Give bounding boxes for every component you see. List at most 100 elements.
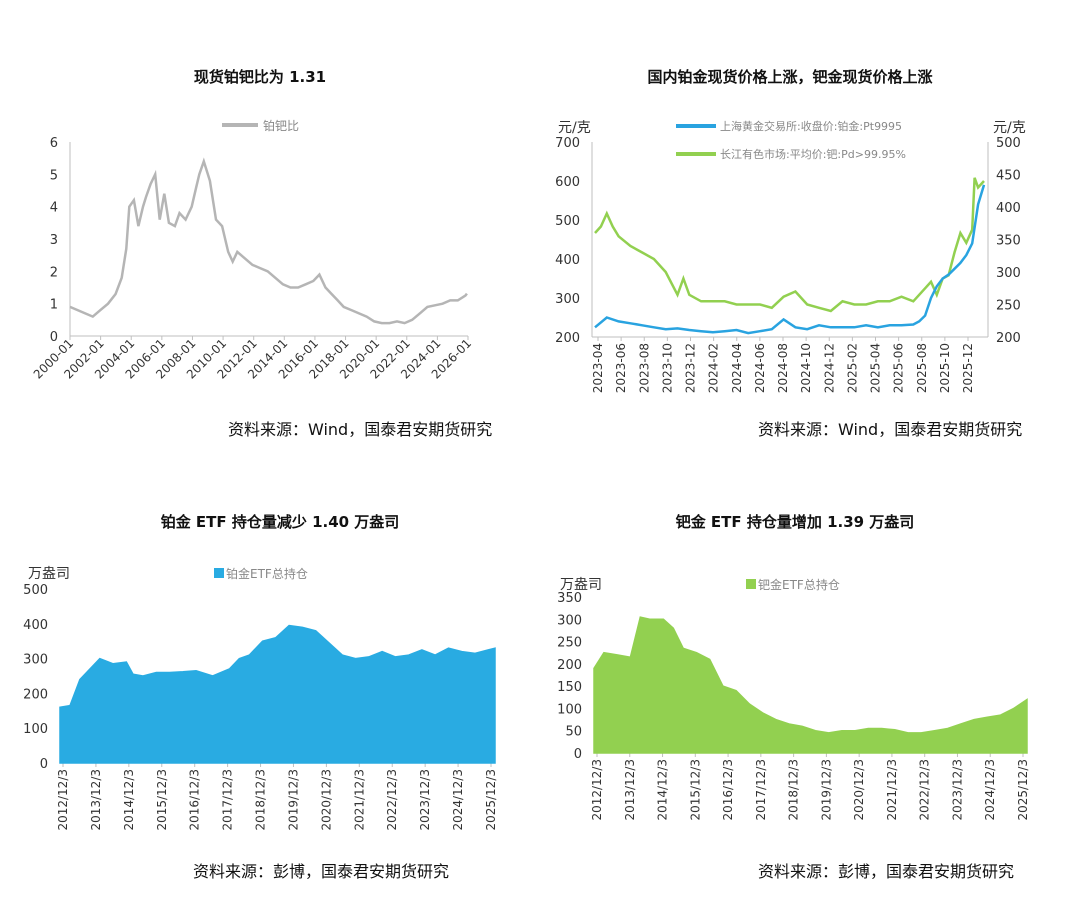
y-right-tick-label: 450 bbox=[996, 169, 1021, 184]
y-tick-label: 250 bbox=[557, 636, 582, 651]
legend-label-palladium: 长江有色市场:平均价:钯:Pd>99.95% bbox=[720, 147, 906, 161]
y-tick-label: 200 bbox=[23, 687, 48, 702]
x-tick-label: 2023/12/3 bbox=[418, 769, 432, 831]
y-tick-label: 300 bbox=[557, 613, 582, 628]
x-tick-label: 2015/12/3 bbox=[155, 769, 169, 831]
x-tick-label: 2017/12/3 bbox=[754, 759, 768, 821]
y-tick-label: 150 bbox=[557, 680, 582, 695]
x-tick-label: 2023-04 bbox=[591, 343, 605, 393]
x-tick-label: 2016/12/3 bbox=[188, 769, 202, 831]
y-tick-label: 50 bbox=[565, 725, 582, 740]
y-tick-label: 100 bbox=[557, 702, 582, 717]
legend-label: 铂金ETF总持仓 bbox=[226, 566, 308, 581]
y-tick-label: 1 bbox=[50, 298, 58, 313]
chart-2-title: 国内铂金现货价格上涨，钯金现货价格上涨 bbox=[647, 68, 933, 86]
x-tick-label: 2023-08 bbox=[637, 343, 651, 393]
x-tick-label: 2025-08 bbox=[915, 343, 929, 393]
x-tick-label: 2024-12 bbox=[822, 343, 836, 393]
x-tick-label: 2013/12/3 bbox=[89, 769, 103, 831]
x-tick-label: 2020/12/3 bbox=[319, 769, 333, 831]
x-tick-label: 2025-02 bbox=[845, 343, 859, 393]
x-tick-label: 2018/12/3 bbox=[254, 769, 268, 831]
y-right-tick-label: 350 bbox=[996, 234, 1021, 249]
series-line-ratio bbox=[69, 157, 468, 325]
x-tick-label: 2024-04 bbox=[730, 343, 744, 393]
chart-3-title: 铂金 ETF 持仓量减少 1.40 万盎司 bbox=[160, 513, 400, 531]
x-tick-label: 2025-04 bbox=[869, 343, 883, 393]
chart-1-ratio: 01234562000-012002-012004-012006-012008-… bbox=[31, 118, 474, 382]
chart-4-source: 资料来源：彭博，国泰君安期货研究 bbox=[758, 862, 1015, 881]
x-tick-label: 2025-10 bbox=[938, 343, 952, 393]
legend-label-platinum: 上海黄金交易所:收盘价:铂金:Pt9995 bbox=[720, 119, 902, 133]
x-tick-label: 2025/12/3 bbox=[1016, 759, 1030, 821]
y-right-tick-label: 400 bbox=[996, 201, 1021, 216]
x-tick-label: 2021/12/3 bbox=[885, 759, 899, 821]
y-right-tick-label: 500 bbox=[996, 136, 1021, 151]
series-line-palladium bbox=[594, 177, 985, 313]
chart-3-pt-etf: 万盎司 0 100 200 300 400 500 2012/12/3 2013/12/3 201… bbox=[23, 566, 498, 831]
y-unit: 万盎司 bbox=[560, 577, 602, 593]
x-tick-label: 2013/12/3 bbox=[623, 759, 637, 821]
x-tick-label: 2017/12/3 bbox=[221, 769, 235, 831]
chart-2-prices: 元/克 元/克 200 300 400 500 600 700 200 250 300 350 400 4… bbox=[555, 119, 1026, 393]
x-tick-label: 2019/12/3 bbox=[286, 769, 300, 831]
x-tick-label: 2024-08 bbox=[776, 343, 790, 393]
y-tick-label: 3 bbox=[50, 233, 58, 248]
legend-swatch bbox=[746, 579, 756, 589]
x-tick-label: 2023/12/3 bbox=[950, 759, 964, 821]
y-left-tick-label: 500 bbox=[555, 214, 580, 229]
y-left-tick-label: 300 bbox=[555, 292, 580, 307]
x-tick-label: 2024-10 bbox=[799, 343, 813, 393]
x-tick-label: 2022/12/3 bbox=[385, 769, 399, 831]
series-area bbox=[593, 616, 1028, 754]
x-tick-label: 2024-02 bbox=[707, 343, 721, 393]
x-tick-label: 2024/12/3 bbox=[983, 759, 997, 821]
x-tick-label: 2025-06 bbox=[892, 343, 906, 393]
x-tick-label: 2012/12/3 bbox=[590, 759, 604, 821]
x-tick-label: 2021/12/3 bbox=[352, 769, 366, 831]
legend-label: 铂钯比 bbox=[263, 118, 299, 133]
y-tick-label: 0 bbox=[50, 330, 58, 345]
chart-2-source: 资料来源：Wind，国泰君安期货研究 bbox=[758, 420, 1023, 439]
x-tick-label: 2019/12/3 bbox=[819, 759, 833, 821]
y-tick-label: 2 bbox=[50, 265, 58, 280]
y-tick-label: 0 bbox=[574, 747, 582, 762]
y-left-tick-label: 200 bbox=[555, 331, 580, 346]
legend-swatch bbox=[214, 568, 224, 578]
y-tick-label: 500 bbox=[23, 583, 48, 598]
x-tick-label: 2020/12/3 bbox=[852, 759, 866, 821]
legend-label: 钯金ETF总持仓 bbox=[758, 577, 840, 592]
y-right-tick-label: 250 bbox=[996, 299, 1021, 314]
y-right-unit: 元/克 bbox=[993, 120, 1026, 136]
chart-4-pd-etf: 万盎司 0 50 100 150 200 250 300 350 2012/12/3 2013/12… bbox=[557, 577, 1030, 821]
chart-4-title: 钯金 ETF 持仓量增加 1.39 万盎司 bbox=[675, 513, 915, 531]
x-tick-label: 2015/12/3 bbox=[688, 759, 702, 821]
y-left-tick-label: 400 bbox=[555, 253, 580, 268]
x-tick-label: 2024/12/3 bbox=[451, 769, 465, 831]
y-tick-label: 6 bbox=[50, 136, 58, 151]
y-left-unit: 元/克 bbox=[558, 120, 591, 136]
y-left-tick-label: 600 bbox=[555, 175, 580, 190]
x-tick-label: 2023-12 bbox=[684, 343, 698, 393]
y-unit: 万盎司 bbox=[28, 566, 70, 582]
y-left-tick-label: 700 bbox=[555, 136, 580, 151]
series-area bbox=[59, 624, 496, 764]
y-tick-label: 300 bbox=[23, 653, 48, 668]
x-tick-label: 2025-12 bbox=[961, 343, 975, 393]
y-tick-label: 0 bbox=[40, 757, 48, 772]
y-tick-label: 4 bbox=[50, 201, 58, 216]
x-tick-label: 2014/12/3 bbox=[656, 759, 670, 821]
y-tick-label: 350 bbox=[557, 591, 582, 606]
y-right-tick-label: 200 bbox=[996, 331, 1021, 346]
x-tick-label: 2024-06 bbox=[753, 343, 767, 393]
x-tick-label: 2022/12/3 bbox=[918, 759, 932, 821]
x-tick-label: 2012/12/3 bbox=[56, 769, 70, 831]
x-tick-label: 2023-10 bbox=[660, 343, 674, 393]
y-tick-label: 5 bbox=[50, 168, 58, 183]
chart-1-source: 资料来源：Wind，国泰君安期货研究 bbox=[228, 420, 493, 439]
x-tick-label: 2018/12/3 bbox=[787, 759, 801, 821]
chart-3-source: 资料来源：彭博，国泰君安期货研究 bbox=[193, 862, 450, 881]
chart-1-title: 现货铂钯比为 1.31 bbox=[193, 68, 327, 86]
y-tick-label: 100 bbox=[23, 722, 48, 737]
y-right-tick-label: 300 bbox=[996, 266, 1021, 281]
